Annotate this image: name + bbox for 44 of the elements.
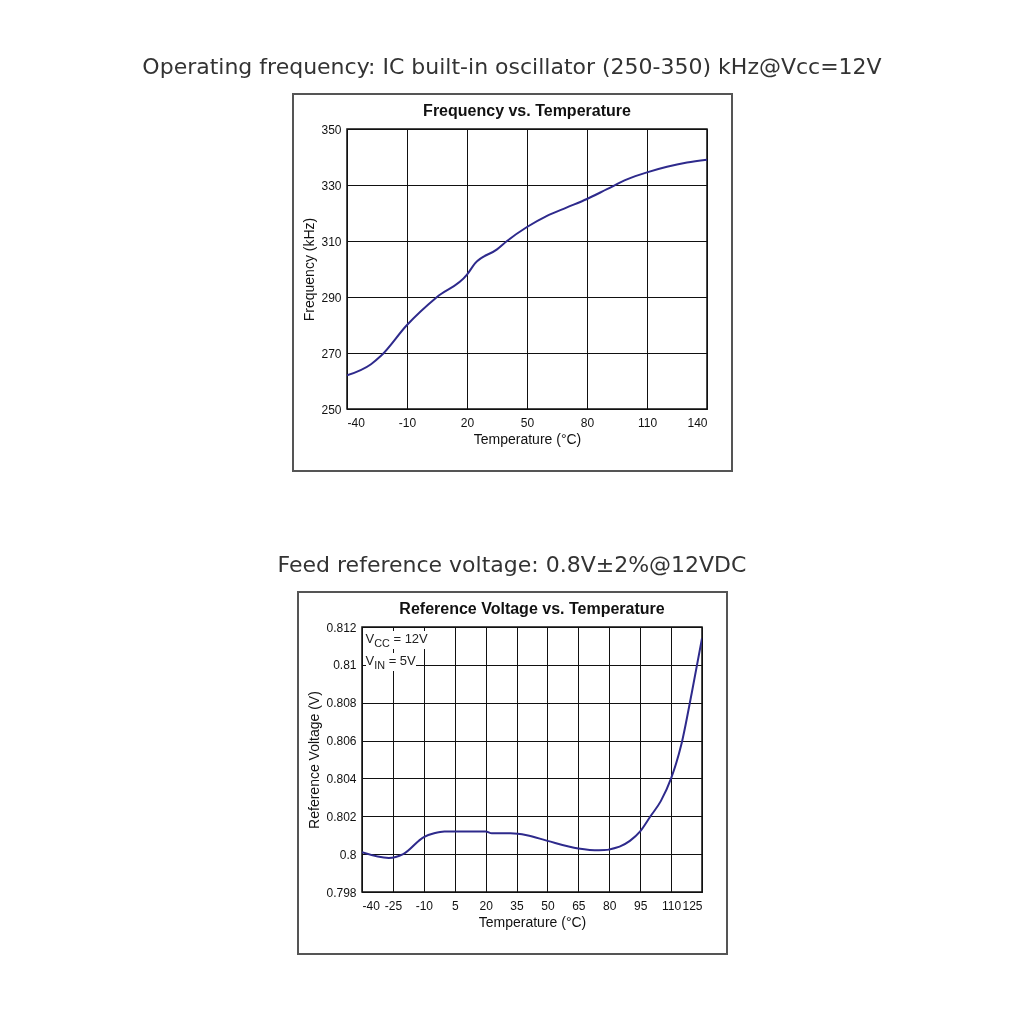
x-tick-label: 50 <box>520 415 534 430</box>
x-tick-label: 20 <box>478 898 493 913</box>
x-tick-label: 110 <box>661 898 681 913</box>
chart-title: Frequency vs. Temperature <box>422 102 631 119</box>
x-tick-label: 20 <box>460 415 474 430</box>
y-axis-title: Frequency (kHz) <box>300 217 317 322</box>
y-tick-label: 0.812 <box>325 620 357 635</box>
x-tick-label: 95 <box>633 898 648 913</box>
x-tick-label: -10 <box>398 415 416 430</box>
y-axis-title: Reference Voltage (V) <box>305 691 322 829</box>
y-tick-label: 310 <box>320 234 342 249</box>
chart-subtitle: Feed reference voltage: 0.8V±2%@12VDC <box>276 552 748 577</box>
x-tick-label: 125 <box>681 898 703 913</box>
y-tick-label: 0.81 <box>332 658 357 673</box>
x-axis-title: Temperature (°C) <box>473 430 581 447</box>
line-series <box>346 158 707 377</box>
annotation: V$_{CC}$ = 12V <box>365 631 428 649</box>
y-tick-label: 0.8 <box>339 847 357 862</box>
x-tick-label: 5 <box>451 898 459 913</box>
y-tick-label: 0.806 <box>325 734 357 749</box>
y-tick-label: 290 <box>320 290 342 305</box>
x-tick-label: 140 <box>686 415 708 430</box>
x-tick-label: -25 <box>384 898 402 913</box>
y-tick-label: 0.802 <box>325 809 357 824</box>
y-tick-label: 0.798 <box>325 885 357 900</box>
y-tick-label: 270 <box>320 346 342 361</box>
x-tick-label: -10 <box>415 898 433 913</box>
x-axis-title: Temperature (°C) <box>478 913 586 930</box>
y-tick-label: 0.804 <box>325 771 357 786</box>
x-tick-label: 35 <box>509 898 524 913</box>
x-tick-label: -40 <box>347 415 365 430</box>
x-tick-label: 110 <box>637 415 657 430</box>
x-tick-label: 65 <box>571 898 586 913</box>
y-tick-label: 250 <box>320 402 342 417</box>
chart-subtitle: Operating frequency: IC built-in oscillator (250-350) kHz@Vcc=12V <box>141 54 883 79</box>
x-tick-label: 50 <box>540 898 555 913</box>
y-tick-label: 350 <box>320 122 342 137</box>
chart-title: Reference Voltage vs. Temperature <box>398 600 665 617</box>
x-tick-label: 80 <box>580 415 594 430</box>
annotation: V$_{IN}$ = 5V <box>365 653 416 671</box>
y-tick-label: 0.808 <box>325 696 357 711</box>
x-tick-label: 80 <box>602 898 617 913</box>
y-tick-label: 330 <box>320 178 342 193</box>
x-tick-label: -40 <box>362 898 380 913</box>
